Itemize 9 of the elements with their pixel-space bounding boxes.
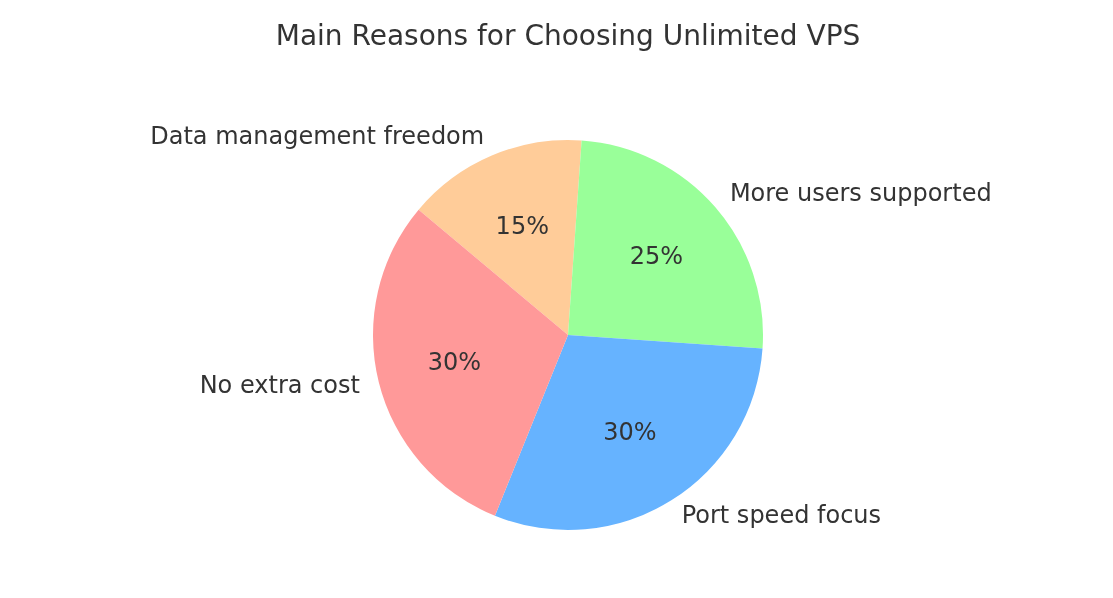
slice-label: More users supported [729, 178, 992, 207]
slice-label: Data management freedom [150, 121, 485, 150]
data-label: 15% [495, 211, 549, 240]
data-label: 25% [629, 242, 683, 271]
data-label: 30% [427, 347, 482, 376]
slice-label: Port speed focus [681, 501, 882, 530]
chart-title: Main Reasons for Choosing Unlimited VPS [275, 19, 861, 53]
slice-label: No extra cost [199, 371, 360, 400]
data-label: 30% [603, 418, 657, 447]
